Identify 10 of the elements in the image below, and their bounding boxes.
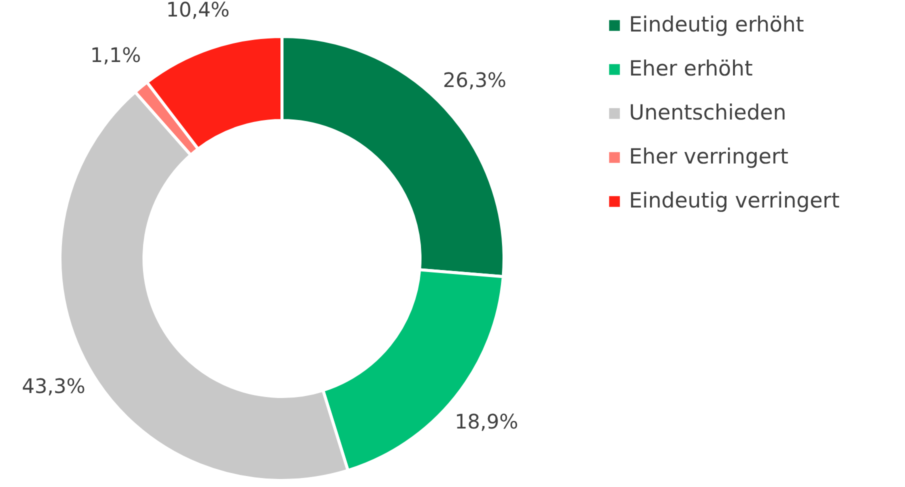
data-label: 1,1% <box>90 43 142 68</box>
legend-label: Eher erhöht <box>629 56 753 80</box>
data-label: 18,9% <box>454 409 518 434</box>
data-label: 43,3% <box>22 374 86 398</box>
legend-label: Eher verringert <box>629 144 788 168</box>
data-label: 26,3% <box>442 68 506 92</box>
data-label: 10,4% <box>166 0 230 22</box>
legend-label: Eindeutig erhöht <box>629 12 804 36</box>
legend-label: Unentschieden <box>629 100 786 124</box>
legend-label: Eindeutig verringert <box>629 188 840 212</box>
